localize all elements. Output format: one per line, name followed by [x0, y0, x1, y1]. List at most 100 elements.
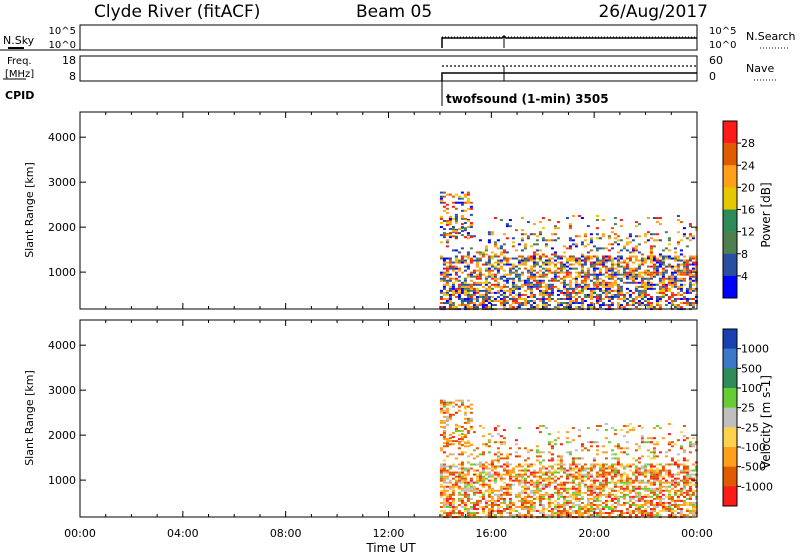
rti-cell	[685, 273, 689, 276]
rti-cell	[484, 275, 488, 278]
rti-cell	[649, 514, 653, 517]
rti-cell	[577, 261, 581, 264]
rti-cell	[460, 300, 464, 303]
rti-cell	[484, 514, 488, 517]
rti-cell	[463, 489, 467, 492]
rti-cell	[649, 257, 653, 260]
rti-cell	[631, 277, 635, 280]
rti-cell	[637, 497, 641, 500]
rti-cell	[565, 514, 569, 517]
rti-cell	[619, 306, 623, 309]
rti-cell	[562, 291, 566, 294]
rti-cell	[625, 287, 629, 290]
rti-cell	[463, 473, 467, 476]
rti-cell	[544, 291, 548, 294]
rti-cell	[523, 485, 527, 488]
rti-cell	[520, 257, 524, 260]
rti-cell	[559, 277, 563, 280]
rti-cell	[541, 285, 545, 288]
rti-cell	[442, 451, 446, 454]
rti-cell	[454, 267, 458, 270]
rti-cell	[601, 465, 605, 468]
rti-cell	[493, 489, 497, 492]
rti-cell	[637, 285, 641, 288]
rti-cell	[589, 505, 593, 508]
rti-cell	[640, 304, 644, 307]
rti-cell	[634, 255, 638, 258]
x-tick-label: 08:00	[270, 527, 302, 540]
rti-cell	[601, 279, 605, 282]
rti-cell	[610, 489, 614, 492]
rti-cell	[514, 249, 518, 252]
rti-cell	[679, 512, 683, 515]
rti-cell	[499, 289, 503, 292]
rti-cell	[520, 501, 524, 504]
rti-cell	[595, 297, 599, 300]
rti-cell	[691, 503, 695, 506]
rti-cell	[460, 285, 464, 288]
nsky-label: N.Sky	[3, 34, 35, 47]
rti-cell	[523, 304, 527, 307]
rti-cell	[568, 512, 572, 515]
rti-cell	[682, 267, 686, 270]
rti-cell	[532, 491, 536, 494]
rti-cell	[460, 302, 464, 305]
rti-cell	[604, 499, 608, 502]
rti-cell	[478, 483, 482, 486]
rti-cell	[502, 297, 506, 300]
rti-cell	[514, 443, 518, 446]
rti-cell	[517, 447, 521, 450]
rti-cell	[577, 499, 581, 502]
rti-cell	[664, 505, 668, 508]
rti-cell	[553, 463, 557, 466]
rti-cell	[574, 483, 578, 486]
rti-cell	[625, 487, 629, 490]
rti-cell	[475, 300, 479, 303]
rti-cell	[571, 479, 575, 482]
rti-cell	[667, 265, 671, 268]
rti-cell	[628, 289, 632, 292]
rti-cell	[469, 467, 473, 470]
rti-cell	[487, 512, 491, 515]
rti-cell	[484, 499, 488, 502]
rti-cell	[625, 493, 629, 496]
rti-cell	[619, 219, 623, 222]
rti-cell	[688, 297, 692, 300]
rti-cell	[646, 304, 650, 307]
rti-cell	[562, 497, 566, 500]
rti-cell	[445, 411, 449, 414]
rti-cell	[457, 503, 461, 506]
rti-cell	[616, 257, 620, 260]
rti-cell	[580, 253, 584, 256]
rti-cell	[562, 510, 566, 513]
rti-cell	[544, 293, 548, 296]
rti-cell	[532, 473, 536, 476]
rti-cell	[595, 493, 599, 496]
rti-cell	[496, 495, 500, 498]
rti-cell	[550, 495, 554, 498]
rti-cell	[550, 297, 554, 300]
rti-cell	[538, 487, 542, 490]
rti-cell	[676, 463, 680, 466]
rti-cell	[649, 287, 653, 290]
rti-cell	[667, 508, 671, 511]
rti-cell	[688, 445, 692, 448]
rti-cell	[538, 231, 542, 234]
rti-cell	[622, 501, 626, 504]
colorbar-swatch	[723, 275, 737, 299]
rti-cell	[682, 297, 686, 300]
rti-cell	[634, 306, 638, 309]
rti-cell	[595, 247, 599, 250]
rti-cell	[478, 499, 482, 502]
rti-cell	[667, 510, 671, 513]
rti-cell	[601, 263, 605, 266]
rti-cell	[550, 465, 554, 468]
rti-cell	[658, 277, 662, 280]
rti-cell	[583, 483, 587, 486]
rti-cell	[634, 277, 638, 280]
rti-cell	[502, 259, 506, 262]
rti-cell	[568, 451, 572, 454]
rti-cell	[670, 271, 674, 274]
rti-cell	[460, 444, 464, 447]
rti-cell	[535, 283, 539, 286]
